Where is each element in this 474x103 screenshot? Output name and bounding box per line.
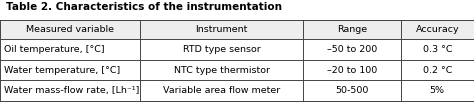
Text: Variable area flow meter: Variable area flow meter [163, 86, 280, 95]
Text: Water mass-flow rate, [Lh⁻¹]: Water mass-flow rate, [Lh⁻¹] [4, 86, 139, 95]
Text: 50-500: 50-500 [335, 86, 369, 95]
Text: Measured variable: Measured variable [26, 25, 114, 34]
Text: RTD type sensor: RTD type sensor [182, 45, 261, 54]
Text: Water temperature, [°C]: Water temperature, [°C] [4, 66, 120, 75]
Text: Oil temperature, [°C]: Oil temperature, [°C] [4, 45, 104, 54]
Text: 5%: 5% [430, 86, 445, 95]
Text: Range: Range [337, 25, 367, 34]
Text: 0.3 °C: 0.3 °C [422, 45, 452, 54]
Bar [0, 20, 474, 39]
Text: Table 2. Characteristics of the instrumentation: Table 2. Characteristics of the instrume… [6, 2, 282, 12]
Text: 0.2 °C: 0.2 °C [423, 66, 452, 75]
Text: NTC type thermistor: NTC type thermistor [173, 66, 270, 75]
Bar [0, 80, 474, 101]
Text: Instrument: Instrument [195, 25, 248, 34]
Bar [0, 20, 474, 101]
Text: –50 to 200: –50 to 200 [327, 45, 377, 54]
Text: Accuracy: Accuracy [415, 25, 459, 34]
Bar [0, 60, 474, 80]
Bar [0, 39, 474, 60]
Text: –20 to 100: –20 to 100 [327, 66, 377, 75]
